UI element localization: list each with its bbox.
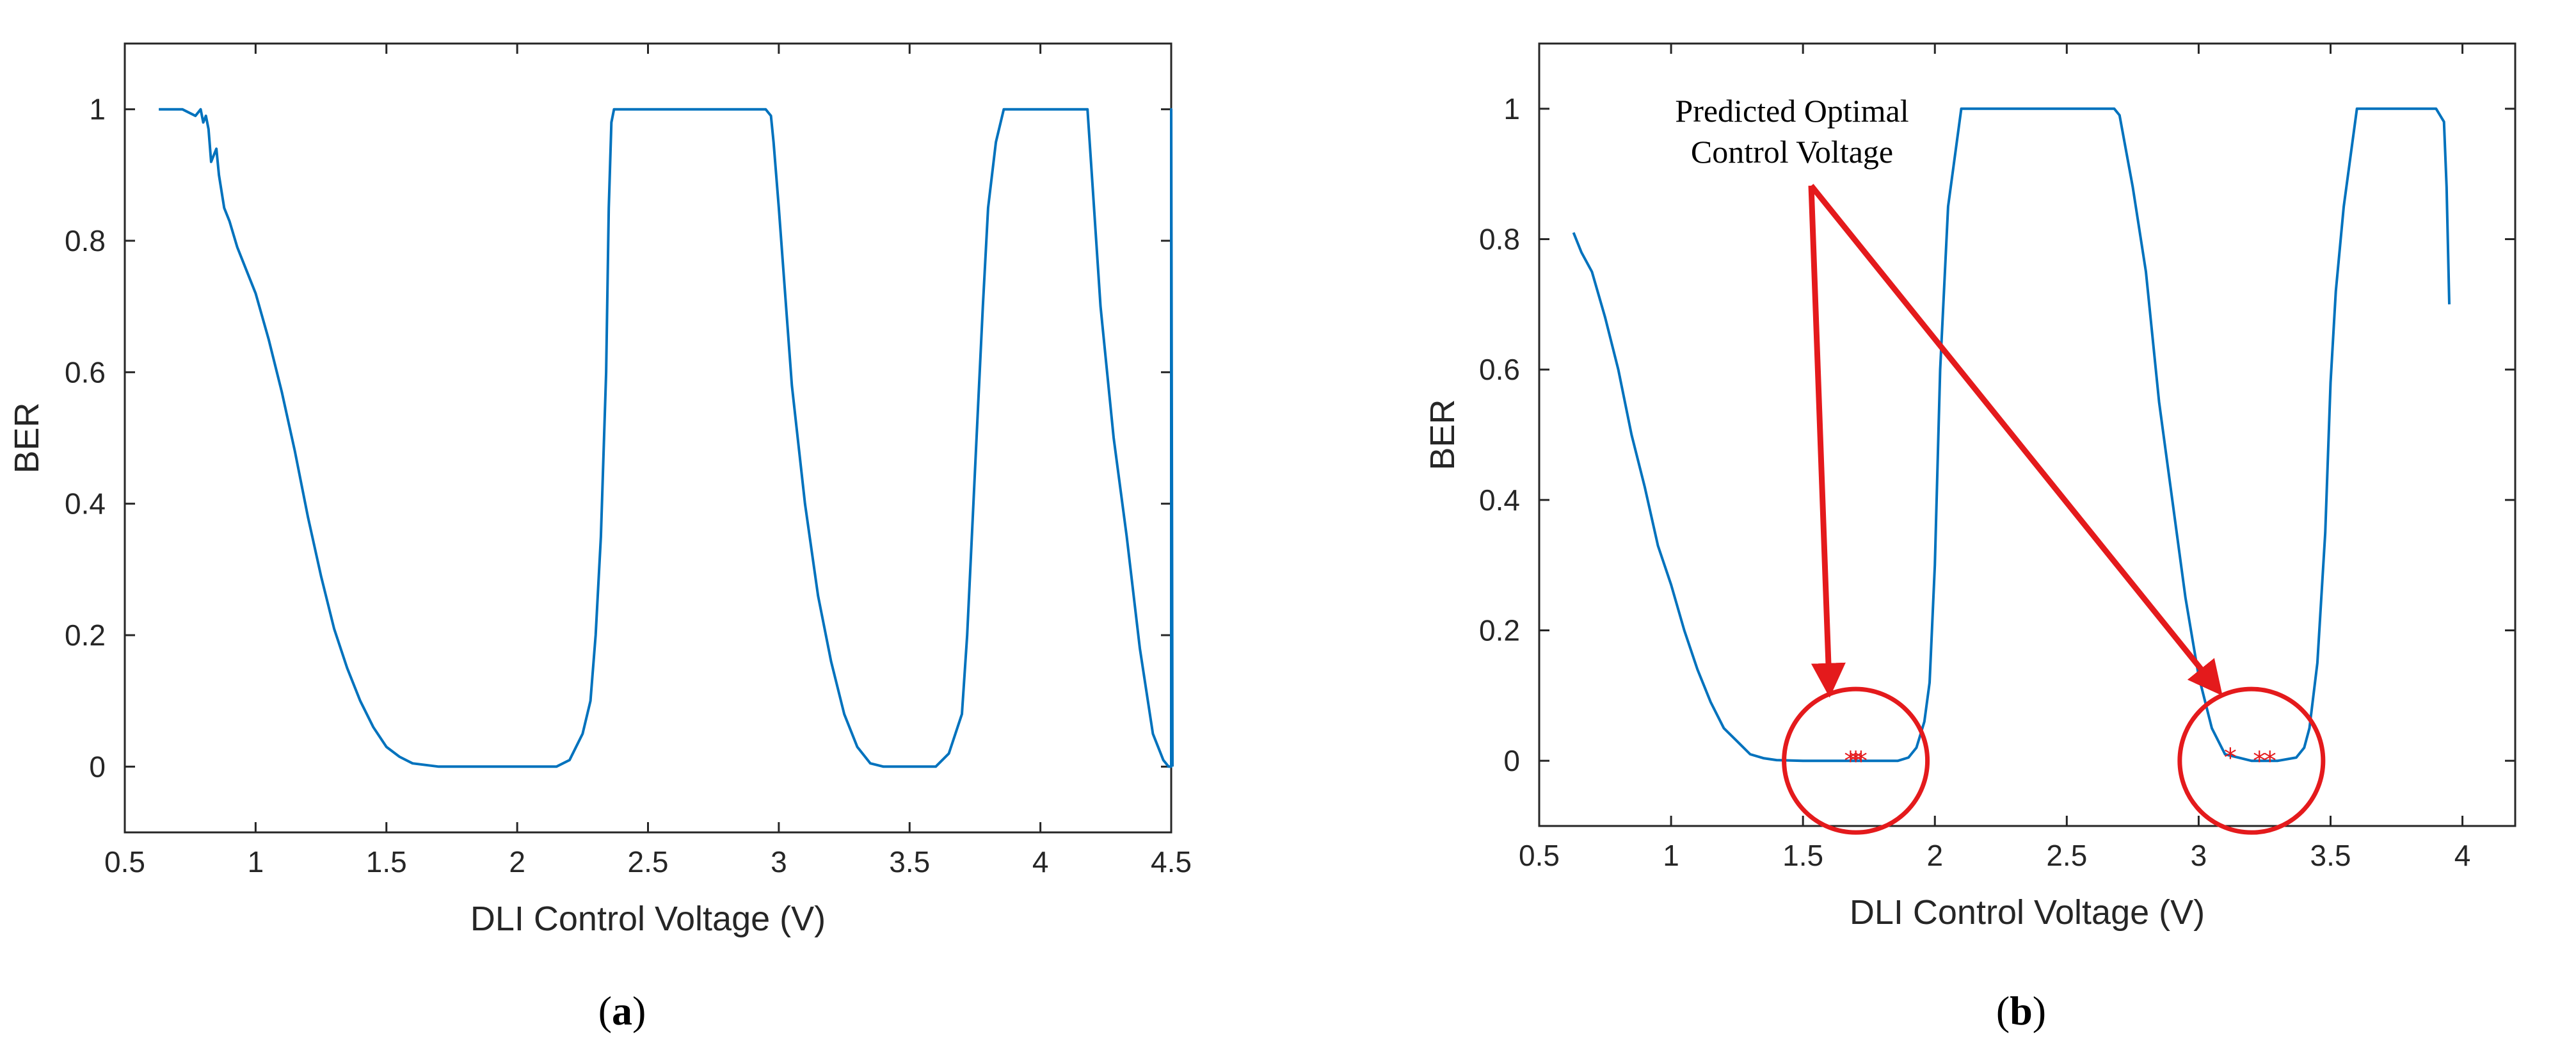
x-tick-label: 2	[509, 845, 525, 878]
panel-label-paren: )	[2033, 988, 2046, 1033]
panel-label: (b)	[1996, 988, 2046, 1033]
annotation-arrow	[1808, 185, 1846, 698]
x-tick-label: 3	[2191, 839, 2207, 872]
x-tick-label: 3.5	[2310, 839, 2351, 872]
x-tick-label: 0.5	[1519, 839, 1560, 872]
x-tick-label: 4	[2454, 839, 2471, 872]
optimal-marker: *	[2224, 743, 2237, 773]
panel-label-letter: b	[2010, 988, 2033, 1033]
x-tick-label: 1.5	[366, 845, 407, 878]
y-tick-label: 0.8	[1479, 223, 1520, 256]
panel-label-letter: a	[612, 988, 632, 1033]
optimal-marker: *	[2253, 747, 2266, 776]
optimal-marker: *	[2264, 747, 2276, 776]
y-tick-label: 0	[1503, 744, 1520, 777]
x-tick-label: 4.5	[1151, 845, 1192, 878]
annotation-text: Predicted Optimal	[1675, 93, 1908, 129]
x-tick-label: 3	[771, 845, 787, 878]
annotation-text: Control Voltage	[1691, 134, 1893, 170]
optimal-marker: *	[1844, 747, 1857, 776]
axis-frame	[124, 42, 1172, 834]
panel-label-paren: )	[632, 988, 646, 1033]
y-tick-label: 1	[1503, 92, 1520, 125]
series-line-ber	[159, 108, 1174, 768]
y-tick-label: 0.8	[65, 224, 106, 257]
y-tick-label: 0	[89, 750, 106, 783]
x-tick-label: 0.5	[104, 845, 145, 878]
x-tick-label: 3.5	[889, 845, 930, 878]
y-tick-label: 0.4	[1479, 483, 1520, 517]
x-tick-label: 2	[1926, 839, 1943, 872]
y-tick-label: 0.4	[65, 487, 106, 521]
y-tick-label: 1	[89, 93, 106, 126]
panel-a: 0.5 1 1.5 2 2.5 3 3.5 4 4.5 0 0.2 0.4 0.6 0.8 1 DLI Con…	[8, 42, 1192, 1033]
x-tick-label: 4	[1032, 845, 1049, 878]
y-axis-label: BER	[1423, 399, 1462, 470]
panel-label: (a)	[598, 988, 646, 1033]
x-tick-label: 1.5	[1782, 839, 1823, 872]
y-tick-label: 0.2	[65, 619, 106, 652]
y-axis-label: BER	[8, 402, 46, 473]
panel-label-paren: (	[1996, 988, 2010, 1033]
panel-label-paren: (	[598, 988, 612, 1033]
x-tick-label: 2.5	[628, 845, 669, 878]
x-axis-label: DLI Control Voltage (V)	[1850, 893, 2205, 932]
x-tick-label: 2.5	[2046, 839, 2087, 872]
y-tick-label: 0.6	[65, 355, 106, 389]
y-tick-label: 0.6	[1479, 353, 1520, 386]
axis-frame	[1538, 42, 2516, 827]
highlight-circle	[1782, 686, 1930, 835]
highlight-circle	[2177, 686, 2326, 835]
optimal-marker: *	[1850, 747, 1862, 776]
annotation-arrow	[1809, 184, 2223, 696]
y-tick-label: 0.2	[1479, 614, 1520, 647]
optimal-marker: *	[1855, 747, 1868, 776]
x-axis-label: DLI Control Voltage (V)	[470, 900, 826, 938]
x-tick-label: 1	[1663, 839, 1679, 872]
x-tick-label: 1	[248, 845, 264, 878]
panel-b: 0.5 1 1.5 2 2.5 3 3.5 4 0 0.2 0.4 0.6 0.8 1 DLI Contro…	[1423, 42, 2516, 1033]
series-line-ber	[1572, 107, 2451, 763]
